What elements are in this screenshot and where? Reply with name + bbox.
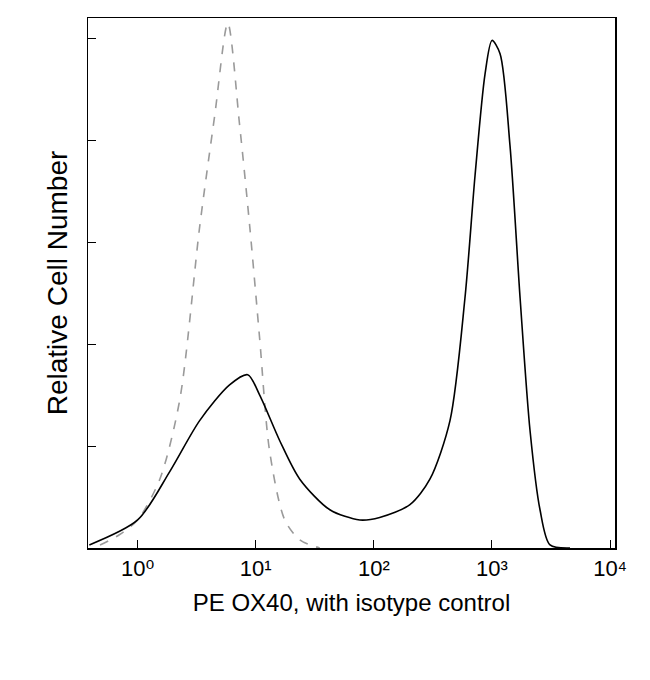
svg-text:10⁰: 10⁰ bbox=[121, 556, 154, 581]
svg-text:PE OX40, with isotype control: PE OX40, with isotype control bbox=[193, 589, 510, 616]
svg-text:10¹: 10¹ bbox=[240, 556, 272, 581]
svg-text:10²: 10² bbox=[358, 556, 390, 581]
svg-text:10⁴: 10⁴ bbox=[593, 556, 627, 581]
svg-text:10³: 10³ bbox=[476, 556, 508, 581]
svg-text:Relative Cell Number: Relative Cell Number bbox=[42, 151, 73, 416]
